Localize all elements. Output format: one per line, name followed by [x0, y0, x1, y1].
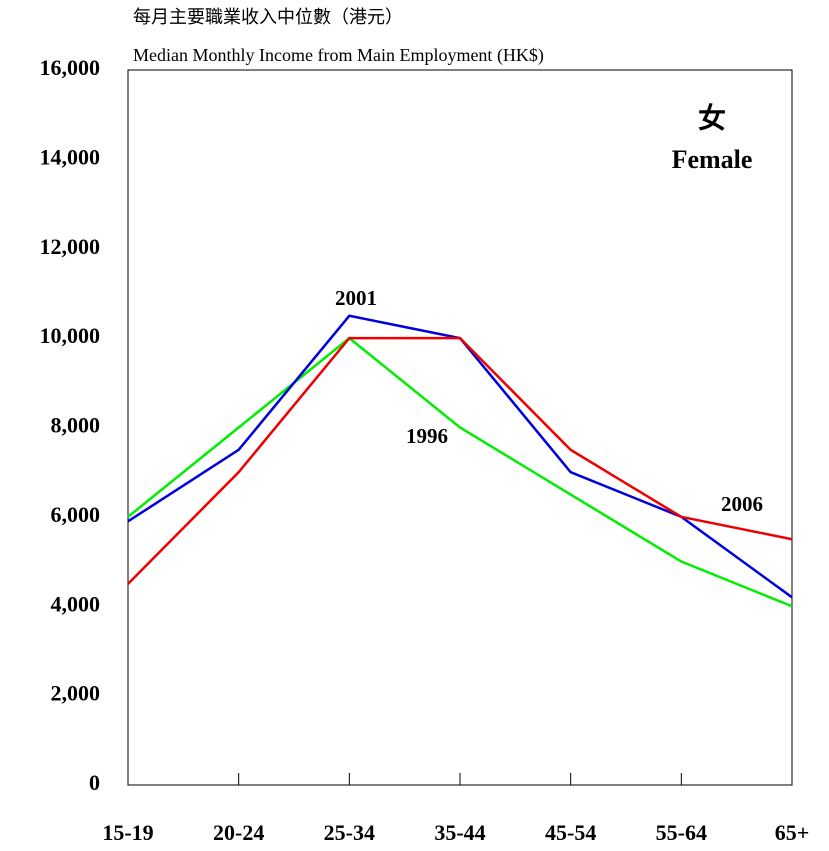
y-tick-label: 14,000 — [40, 144, 101, 169]
series-label: 2006 — [721, 492, 763, 516]
x-tick-label: 25-34 — [324, 820, 375, 845]
y-tick-label: 2,000 — [51, 681, 101, 706]
series-line — [127, 336, 793, 608]
series-label: 2001 — [335, 286, 377, 310]
series-line — [127, 314, 793, 599]
x-tick-label: 45-54 — [545, 820, 596, 845]
series-line — [127, 336, 793, 585]
y-tick-label: 0 — [89, 770, 100, 795]
chart-subtitle: Median Monthly Income from Main Employme… — [133, 45, 544, 66]
annotation: Female — [672, 145, 753, 174]
y-tick-label: 4,000 — [51, 591, 101, 616]
x-tick-label: 65+ — [775, 820, 810, 845]
series-label: 1996 — [406, 424, 448, 448]
x-tick-label: 55-64 — [656, 820, 707, 845]
chart-title: 每月主要職業收入中位數（港元） — [133, 7, 403, 27]
x-tick-label: 35-44 — [434, 820, 485, 845]
y-tick-label: 16,000 — [40, 55, 101, 80]
x-tick-label: 15-19 — [102, 820, 153, 845]
x-tick-label: 20-24 — [213, 820, 264, 845]
annotation: 女 — [698, 101, 726, 134]
y-tick-label: 6,000 — [51, 502, 101, 527]
y-tick-label: 8,000 — [51, 413, 101, 438]
y-tick-label: 12,000 — [40, 234, 101, 259]
y-tick-label: 10,000 — [40, 323, 101, 348]
